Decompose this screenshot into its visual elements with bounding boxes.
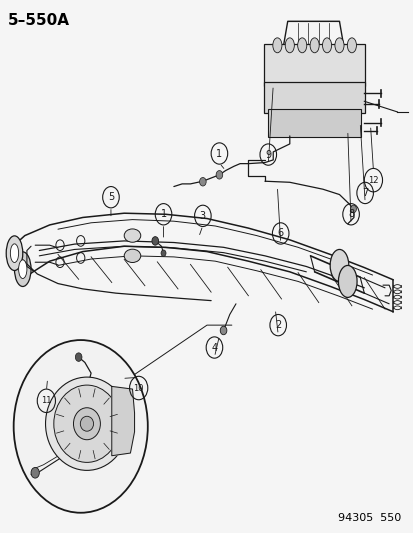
Ellipse shape xyxy=(334,38,343,53)
Ellipse shape xyxy=(74,408,100,440)
Ellipse shape xyxy=(297,38,306,53)
Text: 6: 6 xyxy=(277,229,283,238)
Ellipse shape xyxy=(272,38,281,53)
Ellipse shape xyxy=(347,38,356,53)
Circle shape xyxy=(216,171,222,179)
Ellipse shape xyxy=(14,252,31,287)
Circle shape xyxy=(14,340,147,513)
Ellipse shape xyxy=(124,249,140,263)
FancyBboxPatch shape xyxy=(268,109,360,137)
Text: 4: 4 xyxy=(211,343,217,352)
Circle shape xyxy=(31,467,39,478)
Text: 94305  550: 94305 550 xyxy=(337,513,401,523)
Ellipse shape xyxy=(309,38,318,53)
FancyBboxPatch shape xyxy=(263,82,364,113)
Ellipse shape xyxy=(338,265,356,297)
Ellipse shape xyxy=(45,377,128,470)
Text: 5: 5 xyxy=(107,192,114,202)
Polygon shape xyxy=(112,386,134,456)
Ellipse shape xyxy=(330,249,348,281)
Text: 5–550A: 5–550A xyxy=(8,13,70,28)
Text: 11: 11 xyxy=(41,397,52,405)
Text: 8: 8 xyxy=(347,209,353,219)
Ellipse shape xyxy=(285,38,294,53)
Ellipse shape xyxy=(10,244,19,263)
FancyBboxPatch shape xyxy=(263,44,364,86)
Circle shape xyxy=(75,353,82,361)
Ellipse shape xyxy=(54,385,120,462)
Text: 2: 2 xyxy=(274,320,281,330)
Text: 3: 3 xyxy=(199,211,205,221)
Circle shape xyxy=(161,250,166,256)
Circle shape xyxy=(350,205,356,213)
Ellipse shape xyxy=(80,416,93,431)
Ellipse shape xyxy=(6,236,23,271)
Circle shape xyxy=(220,326,226,335)
Circle shape xyxy=(199,177,206,186)
Text: 1: 1 xyxy=(160,209,166,219)
Text: 1: 1 xyxy=(216,149,222,158)
Text: 10: 10 xyxy=(133,384,144,392)
Circle shape xyxy=(152,237,158,245)
Ellipse shape xyxy=(124,229,140,242)
Text: 9: 9 xyxy=(265,150,271,159)
Ellipse shape xyxy=(322,38,331,53)
Text: 7: 7 xyxy=(361,188,368,198)
Ellipse shape xyxy=(19,260,27,278)
Text: 12: 12 xyxy=(367,176,378,184)
